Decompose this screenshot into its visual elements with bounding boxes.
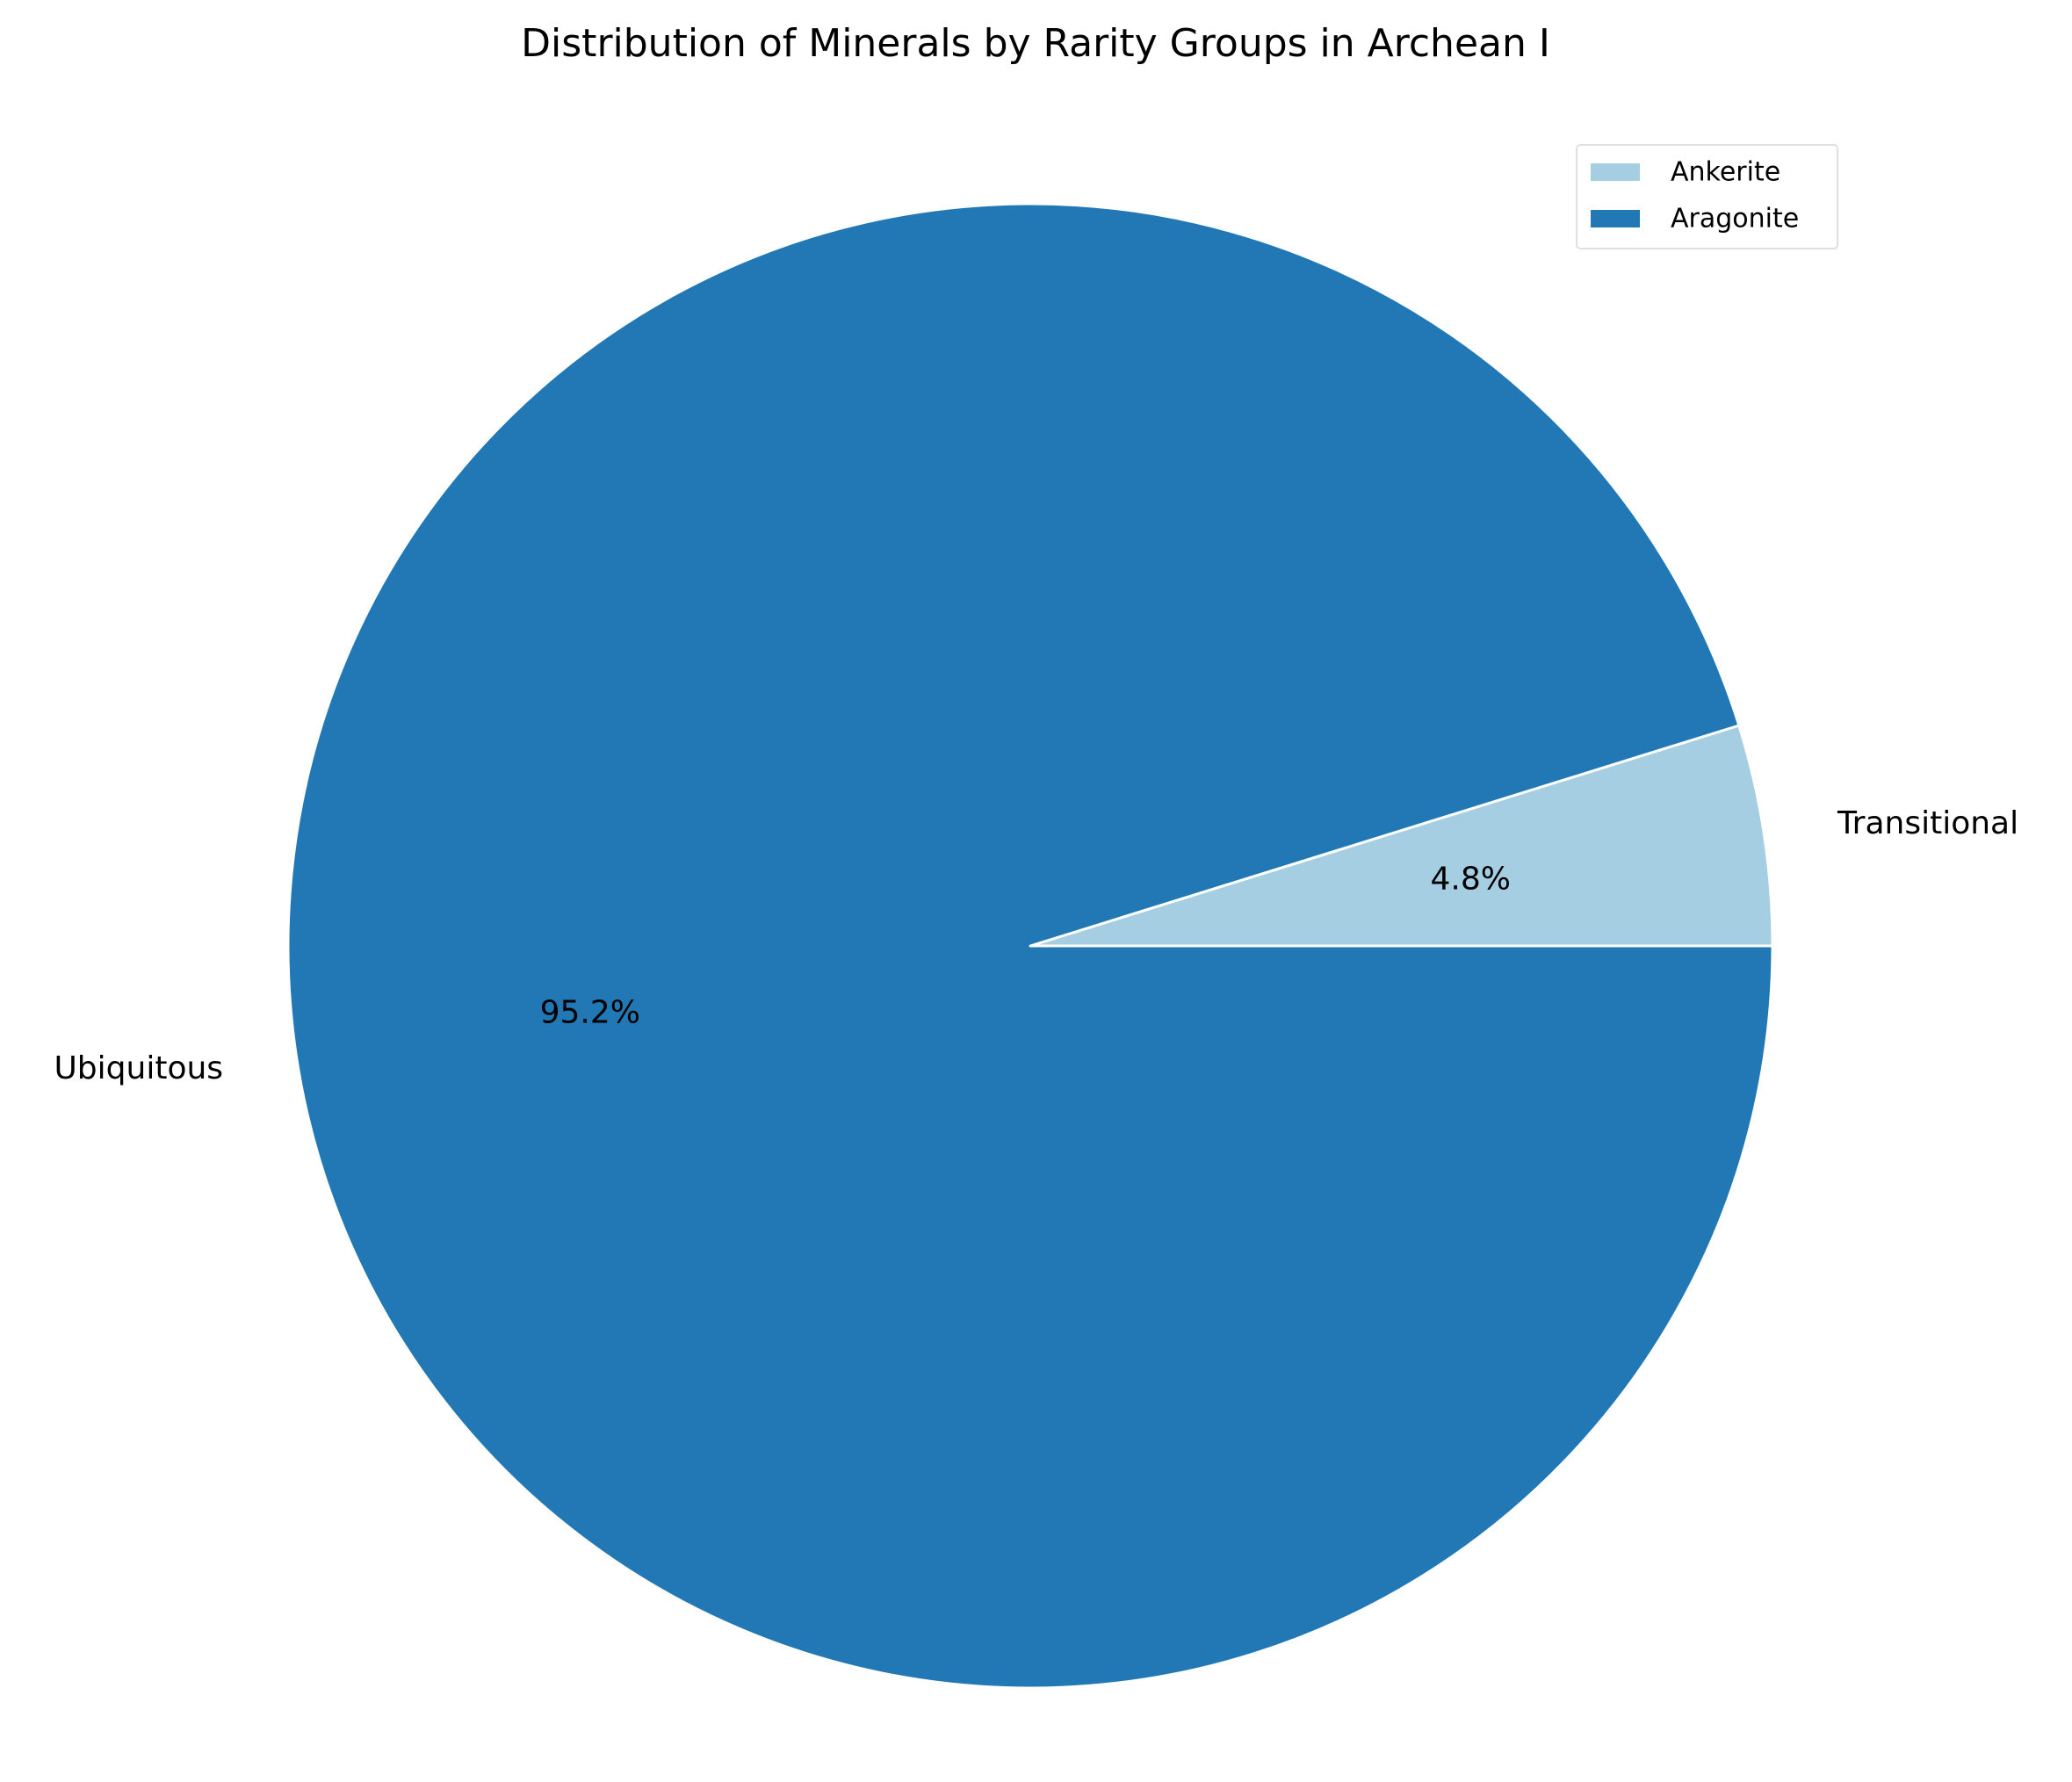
- legend-swatch-aragonite: [1591, 210, 1640, 227]
- pct-label-transitional: 4.8%: [1431, 861, 1511, 897]
- legend-items: Ankerite Aragonite: [1591, 157, 1799, 234]
- legend-swatch-ankerite: [1591, 163, 1640, 181]
- legend-frame: [1576, 144, 1838, 249]
- slice-labels: Transitional 4.8% Ubiquitous 95.2%: [54, 805, 2018, 1086]
- pie-slice-transitional: [1029, 724, 1774, 948]
- chart-title: Distribution of Minerals by Rarity Group…: [521, 21, 1550, 66]
- pie-slice-ubiquitous: [286, 202, 1774, 1690]
- slice-label-transitional: Transitional: [1837, 805, 2018, 841]
- legend: Ankerite Aragonite: [1576, 144, 1838, 249]
- legend-label-ankerite: Ankerite: [1671, 157, 1780, 188]
- pct-label-ubiquitous: 95.2%: [540, 995, 640, 1031]
- pie-slices: [286, 202, 1774, 1690]
- slice-label-ubiquitous: Ubiquitous: [54, 1050, 223, 1086]
- legend-label-aragonite: Aragonite: [1671, 204, 1799, 234]
